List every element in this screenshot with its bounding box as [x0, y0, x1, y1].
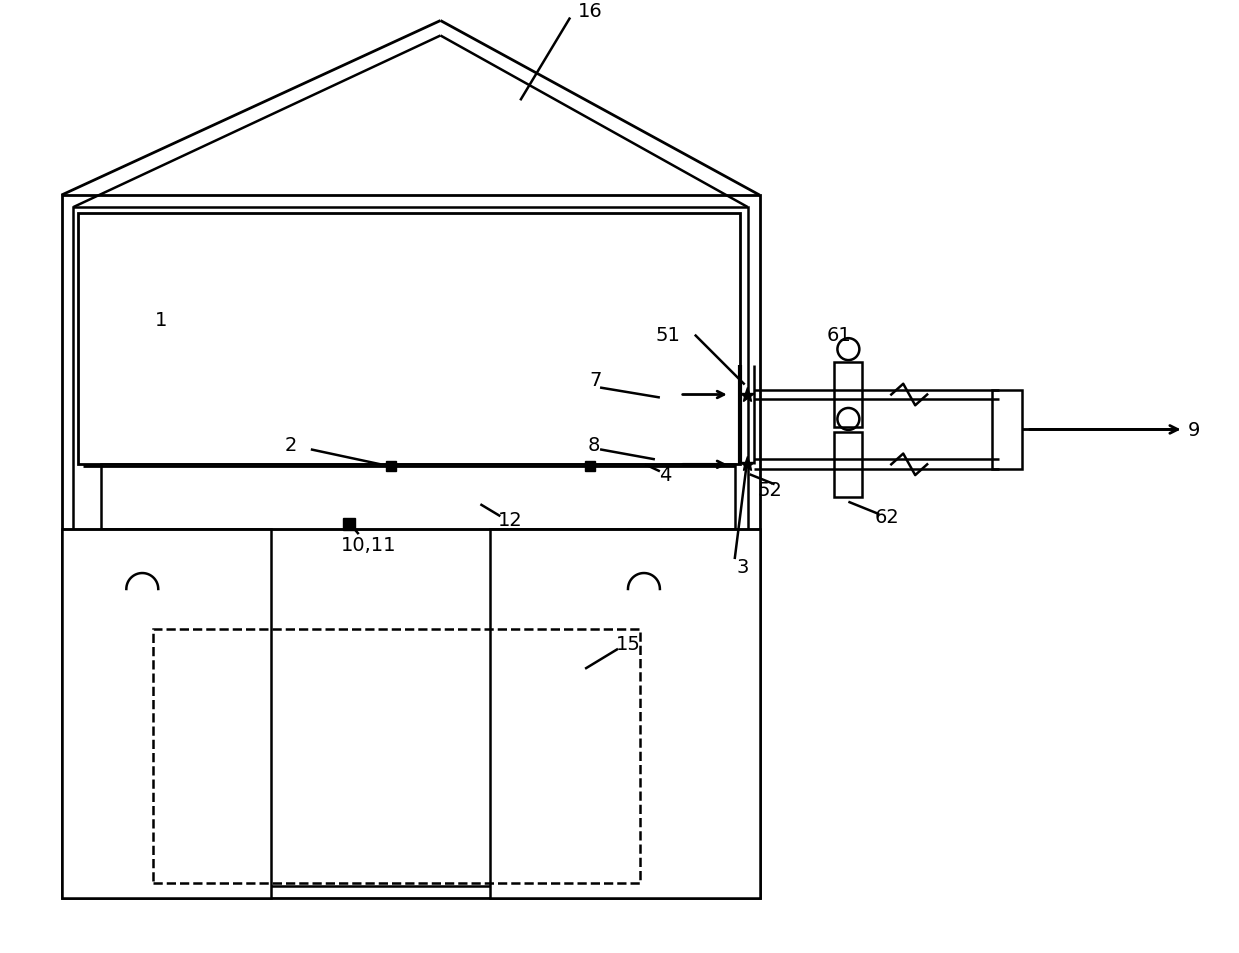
- Bar: [154, 629, 641, 883]
- Text: 62: 62: [875, 507, 900, 526]
- Bar: [992, 390, 1022, 470]
- Text: 2: 2: [285, 436, 297, 455]
- Bar: [491, 530, 760, 899]
- Text: 9: 9: [1187, 420, 1199, 439]
- Bar: [102, 465, 735, 530]
- Bar: [62, 530, 271, 899]
- Bar: [834, 433, 862, 497]
- Text: 1: 1: [155, 311, 167, 330]
- Bar: [834, 363, 862, 428]
- Text: 4: 4: [659, 465, 672, 484]
- Text: 10,11: 10,11: [341, 535, 396, 554]
- Text: 16: 16: [577, 2, 602, 21]
- Text: 51: 51: [655, 326, 680, 345]
- Bar: [126, 530, 159, 589]
- Bar: [73, 208, 747, 886]
- Bar: [62, 196, 760, 899]
- Text: 12: 12: [498, 510, 523, 529]
- Text: 3: 3: [736, 557, 748, 576]
- Bar: [78, 213, 740, 465]
- Text: 61: 61: [826, 326, 851, 345]
- Text: 8: 8: [587, 436, 600, 455]
- Text: 15: 15: [616, 635, 641, 654]
- Bar: [628, 530, 660, 589]
- Text: 7: 7: [589, 371, 601, 390]
- Text: 52: 52: [757, 480, 782, 499]
